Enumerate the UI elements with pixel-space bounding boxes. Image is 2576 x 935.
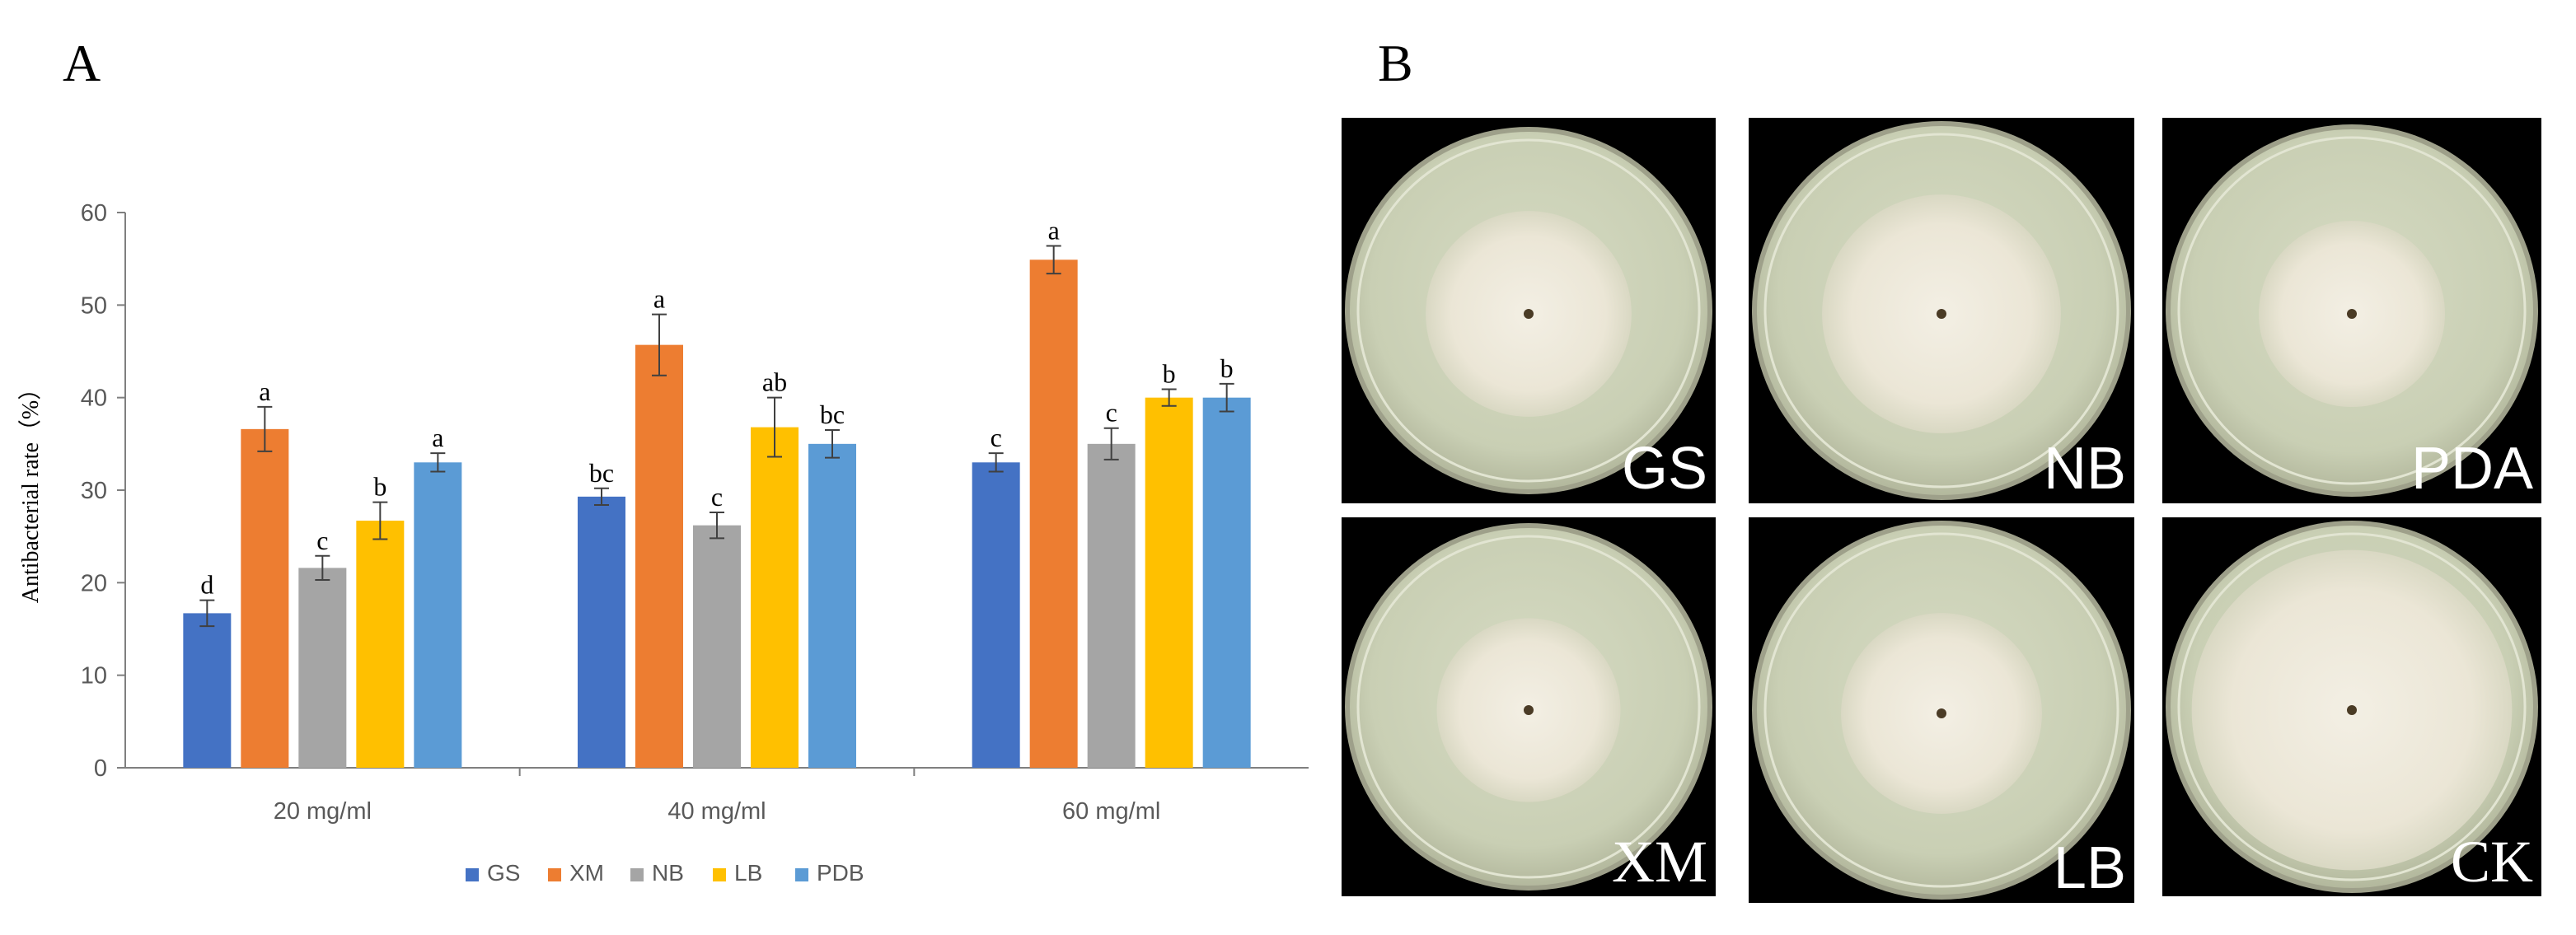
plate-label: PDA	[2410, 436, 2533, 502]
legend-swatch-pdb	[795, 868, 808, 881]
bar-lb	[751, 427, 799, 768]
panel-a-label: A	[63, 34, 101, 92]
significance-letter: a	[1048, 215, 1060, 245]
plate-photo-gs: GS	[1342, 118, 1716, 503]
petri-dish	[1345, 523, 1712, 891]
x-tick-label: 60 mg/ml	[1062, 798, 1160, 825]
y-tick-label: 10	[81, 663, 107, 690]
legend-swatch-gs	[466, 868, 479, 881]
legend-label-lb: LB	[734, 860, 762, 886]
x-tick-label: 20 mg/ml	[274, 798, 372, 825]
x-tick-label: 40 mg/ml	[667, 798, 766, 825]
y-tick-label: 40	[81, 386, 107, 412]
significance-letter: c	[991, 423, 1002, 452]
bar-lb	[1145, 397, 1193, 768]
significance-letter: b	[1220, 353, 1234, 383]
y-axis-label: Antibacterial rate（%）	[17, 377, 44, 603]
plate-label: LB	[2053, 835, 2126, 901]
significance-letter: b	[1163, 359, 1176, 389]
petri-dish	[1752, 121, 2131, 500]
plate-label: GS	[1621, 436, 1707, 502]
bar-nb	[1087, 443, 1136, 768]
significance-letter: a	[653, 284, 665, 314]
bar-gs	[183, 613, 232, 768]
bar-pdb	[414, 462, 462, 768]
y-tick-label: 60	[81, 200, 107, 227]
plate-photo-lb: LB	[1749, 517, 2134, 903]
legend-swatch-nb	[630, 868, 644, 881]
bar-nb	[298, 568, 347, 768]
significance-letter: bc	[589, 458, 614, 488]
bar-gs	[578, 496, 625, 768]
y-tick-label: 0	[94, 755, 107, 782]
petri-dish	[2166, 124, 2538, 497]
significance-letter: a	[432, 423, 443, 452]
legend-label-gs: GS	[487, 860, 520, 886]
significance-letter: ab	[762, 367, 787, 397]
petri-dish	[1345, 127, 1712, 494]
y-tick-label: 20	[81, 570, 107, 596]
plate-label: XM	[1611, 829, 1707, 895]
panel-b-label: B	[1378, 34, 1413, 92]
bar-xm	[635, 344, 683, 768]
legend-label-pdb: PDB	[817, 860, 864, 886]
significance-letter: d	[200, 570, 213, 600]
bar-xm	[1029, 259, 1078, 768]
petri-dish	[2166, 521, 2538, 893]
bar-pdb	[808, 443, 856, 768]
legend-swatch-xm	[548, 868, 561, 881]
y-tick-label: 30	[81, 478, 107, 504]
legend-label-xm: XM	[569, 860, 604, 886]
significance-letter: c	[1106, 398, 1117, 428]
bar-xm	[241, 428, 289, 768]
significance-letter: b	[373, 472, 386, 502]
legend-label-nb: NB	[652, 860, 684, 886]
bar-pdb	[1202, 397, 1251, 768]
bar-nb	[693, 525, 741, 768]
plate-photo-nb: NB	[1749, 118, 2134, 503]
bar-chart: 0 10 20 30 40 50 60 Antibacterial rate（%） 20 mg/…	[17, 200, 1309, 886]
significance-letter: c	[711, 482, 723, 512]
plate-label: NB	[2043, 436, 2126, 502]
plate-photo-ck: CK	[2162, 517, 2541, 896]
significance-letter: c	[316, 526, 328, 555]
bar-lb	[356, 521, 405, 768]
significance-letter: bc	[820, 400, 845, 429]
significance-letter: a	[259, 376, 270, 406]
plate-photo-xm: XM	[1342, 517, 1716, 896]
petri-dish	[1752, 521, 2131, 900]
y-tick-label: 50	[81, 292, 107, 319]
legend-swatch-lb	[713, 868, 726, 881]
plate-photo-pda: PDA	[2162, 118, 2541, 503]
bar-gs	[972, 462, 1020, 768]
plate-label: CK	[2450, 829, 2533, 895]
